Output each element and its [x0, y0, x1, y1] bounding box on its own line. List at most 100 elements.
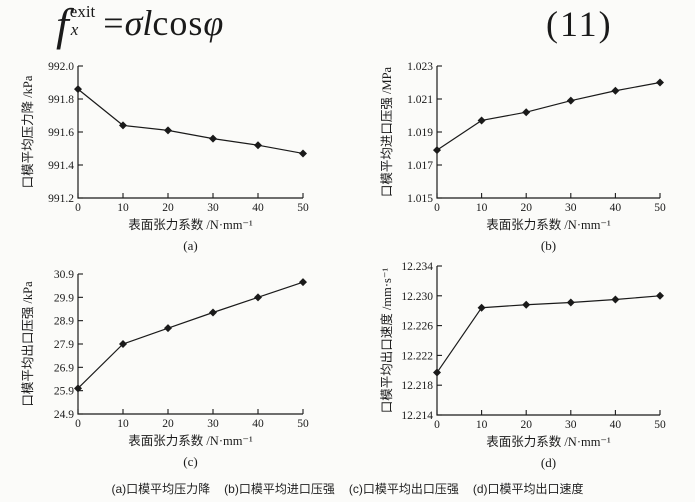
- data-point-marker: [611, 295, 620, 304]
- equation-sigma-l: σl: [124, 3, 153, 43]
- x-tick-label: 20: [520, 419, 532, 431]
- data-point-marker: [477, 303, 486, 312]
- axes: [77, 274, 303, 415]
- data-point-marker: [477, 116, 486, 125]
- data-point-marker: [611, 86, 620, 95]
- x-axis-label: 表面张力系数 /N·mm⁻¹: [486, 217, 611, 232]
- x-tick-label: 0: [434, 202, 440, 214]
- chart-c: 24.9 25.9 26.9 27.9 28.9 29.9 30.9 0 10 20 30 40 50 口…: [0, 252, 347, 482]
- x-tick-label: 0: [75, 418, 81, 430]
- y-tick-label: 29.9: [54, 292, 74, 304]
- y-axis-label: 口模平均出口速度 /mm·s⁻¹: [379, 268, 394, 414]
- data-point-marker: [74, 384, 82, 393]
- equation-superscript: exit: [69, 2, 96, 21]
- data-point-marker: [433, 146, 441, 155]
- x-tick-label: 10: [476, 419, 488, 431]
- y-tick-label: 26.9: [54, 362, 74, 374]
- equation-number: (11): [546, 4, 613, 44]
- data-point-marker: [119, 121, 127, 130]
- x-tick-label: 40: [252, 202, 264, 214]
- equation-cos: cos: [152, 3, 204, 43]
- equation-subscript: x: [70, 20, 79, 39]
- data-point-marker: [299, 149, 307, 158]
- axes: [436, 66, 660, 199]
- x-tick-label: 20: [162, 418, 174, 430]
- caption-item-d: (d)口模平均出口速度: [472, 482, 584, 496]
- y-tick-label: 12.230: [401, 291, 433, 303]
- data-point-marker: [164, 126, 172, 135]
- x-tick-label: 30: [207, 202, 219, 214]
- data-line: [436, 81, 661, 151]
- y-tick-label: 991.4: [48, 160, 74, 172]
- x-axis-label: 表面张力系数 /N·mm⁻¹: [128, 433, 253, 448]
- x-axis-label: 表面张力系数 /N·mm⁻¹: [486, 434, 611, 449]
- subplot-label: (b): [541, 238, 556, 253]
- y-tick-label: 30.9: [54, 269, 74, 281]
- x-tick-label: 10: [117, 418, 129, 430]
- equation-supsub: exit x: [70, 3, 96, 39]
- y-tick-label: 1.017: [407, 160, 433, 172]
- data-line: [77, 281, 304, 389]
- y-tick-label: 28.9: [54, 316, 74, 328]
- subplot-label: (d): [541, 455, 556, 470]
- x-tick-label: 30: [207, 418, 219, 430]
- chart-d-canvas: 12.214 12.218 12.222 12.226 12.230 12.234 0 10 2…: [379, 261, 666, 470]
- caption-item-c: (c)口模平均出口压强: [348, 482, 459, 496]
- x-tick-label: 10: [476, 202, 488, 214]
- x-tick-label: 0: [75, 202, 81, 214]
- equation-phi: φ: [203, 3, 224, 43]
- y-tick-label: 12.226: [401, 321, 433, 333]
- y-axis-label: 口模平均压力降 /kPa: [21, 75, 35, 188]
- x-tick-label: 50: [297, 202, 309, 214]
- x-tick-label: 30: [565, 419, 577, 431]
- data-point-marker: [522, 300, 531, 309]
- x-tick-label: 20: [520, 202, 532, 214]
- caption-item-b: (b)口模平均进口压强: [224, 482, 335, 496]
- subplot-label: (a): [183, 238, 197, 253]
- subplot-label: (c): [183, 454, 197, 469]
- data-point-marker: [566, 298, 575, 307]
- data-point-marker: [164, 324, 172, 333]
- x-tick-label: 40: [252, 418, 264, 430]
- data-line: [77, 88, 304, 155]
- equation: f exit x = σl cos φ: [56, 0, 223, 52]
- x-tick-label: 50: [297, 418, 309, 430]
- x-tick-label: 40: [610, 419, 622, 431]
- y-tick-label: 991.2: [48, 193, 74, 205]
- data-point-marker: [299, 278, 307, 287]
- y-tick-label: 1.015: [407, 193, 433, 205]
- chart-a-canvas: 991.2 991.4 991.6 991.8 992.0 0 10 20 30 40 50 口模平均…: [21, 61, 309, 253]
- equation-equals: =: [103, 3, 124, 43]
- x-tick-label: 0: [434, 419, 440, 431]
- axes: [77, 66, 303, 199]
- x-tick-label: 50: [654, 419, 666, 431]
- data-point-marker: [656, 291, 664, 300]
- data-point-marker: [656, 78, 664, 87]
- equation-f: f: [56, 0, 69, 50]
- data-point-marker: [209, 308, 217, 317]
- data-point-marker: [566, 96, 575, 105]
- y-tick-label: 1.023: [407, 61, 433, 73]
- x-tick-label: 30: [565, 202, 577, 214]
- chart-d: 12.214 12.218 12.222 12.226 12.230 12.234 0 10 2…: [348, 252, 695, 482]
- caption-item-a: (a)口模平均压力降: [111, 482, 211, 496]
- figure-caption: (a)口模平均压力降 (b)口模平均进口压强 (c)口模平均出口压强 (d)口模平均出…: [0, 480, 695, 497]
- y-tick-label: 12.222: [401, 350, 433, 362]
- chart-b-canvas: 1.015 1.017 1.019 1.021 1.023 0 10 20 30 40 50 口模平均…: [380, 61, 666, 253]
- x-tick-label: 40: [610, 202, 622, 214]
- x-tick-label: 20: [162, 202, 174, 214]
- data-point-marker: [254, 293, 262, 302]
- chart-b: 1.015 1.017 1.019 1.021 1.023 0 10 20 30 40 50 口模平均…: [348, 58, 695, 260]
- y-tick-label: 25.9: [54, 386, 74, 398]
- data-point-marker: [433, 368, 441, 377]
- data-point-marker: [254, 141, 262, 150]
- data-line: [436, 295, 661, 373]
- data-point-marker: [209, 134, 217, 143]
- chart-a: 991.2 991.4 991.6 991.8 992.0 0 10 20 30 40 50 口模平均…: [0, 58, 347, 260]
- x-axis-label: 表面张力系数 /N·mm⁻¹: [128, 217, 253, 232]
- y-tick-label: 991.6: [48, 127, 74, 139]
- y-tick-label: 27.9: [54, 339, 74, 351]
- y-tick-label: 12.234: [401, 261, 433, 273]
- data-point-marker: [74, 85, 82, 94]
